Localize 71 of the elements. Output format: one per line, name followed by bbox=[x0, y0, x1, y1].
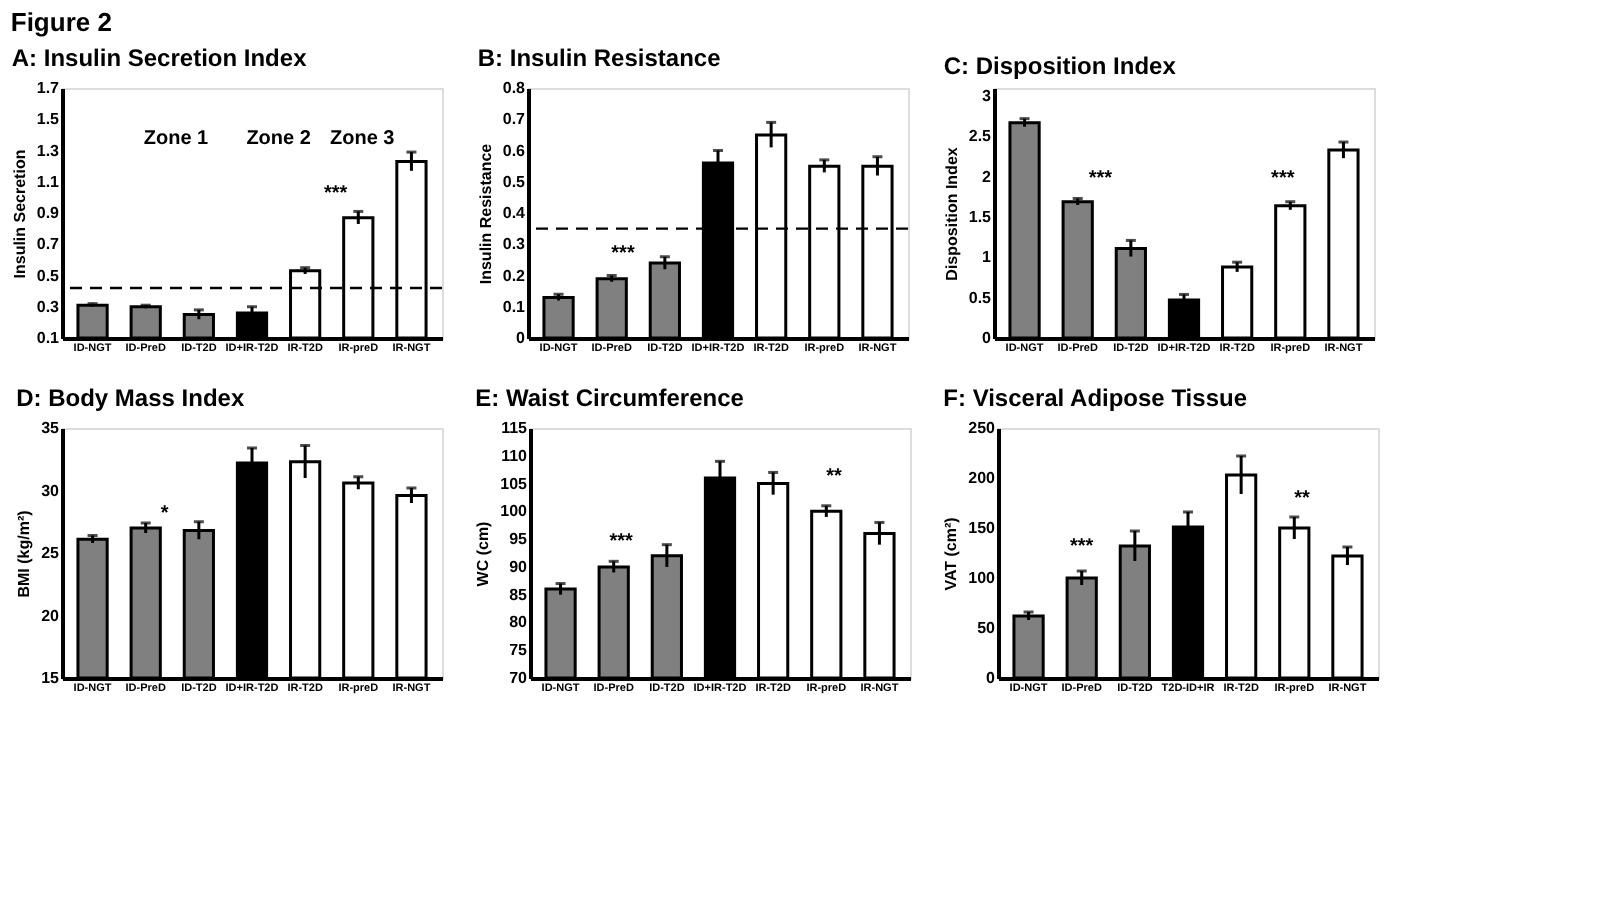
annotation: *** bbox=[611, 243, 635, 265]
y-tick-label: 1 bbox=[982, 248, 993, 267]
y-axis-title: Insulin Secretion bbox=[10, 149, 29, 279]
annotation: *** bbox=[323, 183, 348, 205]
y-tick-label: 150 bbox=[968, 519, 997, 537]
y-tick-label: 0.4 bbox=[502, 204, 527, 222]
y-tick-label: 0.3 bbox=[502, 235, 527, 254]
y-tick-label: 0 bbox=[986, 669, 997, 687]
y-tick-label: 250 bbox=[968, 419, 997, 437]
y-tick-label: 0.2 bbox=[502, 266, 527, 285]
y-tick-label: 85 bbox=[509, 585, 529, 604]
y-tick-label: 80 bbox=[509, 613, 529, 632]
y-tick-label: 0.1 bbox=[502, 297, 527, 316]
annotation: Zone 1 bbox=[143, 128, 210, 150]
y-tick-label: 110 bbox=[501, 446, 529, 465]
y-axis-title: BMI (kg/m²) bbox=[15, 509, 34, 598]
annotation: *** bbox=[1271, 168, 1295, 190]
y-tick-label: 25 bbox=[41, 544, 61, 562]
y-tick-label: 115 bbox=[501, 419, 529, 437]
y-tick-label: 105 bbox=[500, 474, 529, 493]
y-tick-label: 70 bbox=[509, 669, 529, 687]
annotation: * bbox=[160, 503, 169, 525]
y-tick-label: 100 bbox=[500, 502, 529, 521]
y-tick-label: 0.5 bbox=[968, 288, 993, 307]
y-tick-label: 0 bbox=[982, 329, 993, 347]
y-tick-label: 90 bbox=[509, 557, 529, 576]
y-tick-label: 0.5 bbox=[36, 266, 61, 285]
y-tick-label: 1.5 bbox=[36, 110, 61, 129]
annotation: ** bbox=[826, 465, 842, 488]
y-axis-title: Insulin Resistance bbox=[476, 142, 495, 285]
y-tick-label: 2.5 bbox=[968, 127, 993, 146]
annotation: Zone 3 bbox=[329, 128, 396, 150]
y-tick-label: 0.1 bbox=[36, 329, 61, 347]
y-tick-label: 200 bbox=[968, 469, 997, 487]
y-tick-label: 0.7 bbox=[502, 110, 527, 129]
y-tick-label: 3 bbox=[982, 87, 993, 106]
y-tick-label: 2 bbox=[982, 167, 993, 186]
y-tick-label: 0.3 bbox=[36, 297, 61, 316]
y-tick-label: 1.1 bbox=[36, 172, 61, 191]
y-tick-label: 0.5 bbox=[502, 172, 527, 191]
y-tick-label: 15 bbox=[41, 669, 61, 687]
chart-title: B: Insulin Resistance bbox=[477, 44, 722, 72]
y-tick-label: 0.6 bbox=[502, 141, 527, 160]
y-tick-label: 95 bbox=[509, 530, 529, 549]
y-tick-label: 0.9 bbox=[36, 204, 61, 222]
chart-title: D: Body Mass Index bbox=[16, 384, 245, 412]
y-tick-label: 0 bbox=[516, 329, 527, 347]
y-tick-label: 20 bbox=[41, 606, 61, 625]
y-axis-title: WC (cm) bbox=[474, 520, 493, 587]
y-axis-title: VAT (cm²) bbox=[942, 516, 961, 591]
y-tick-label: 1.3 bbox=[36, 141, 61, 160]
chart-title: C: Disposition Index bbox=[943, 52, 1177, 80]
annotation: Zone 2 bbox=[246, 128, 312, 150]
y-tick-label: 35 bbox=[41, 419, 61, 437]
y-tick-label: 30 bbox=[41, 481, 61, 500]
y-axis-title: Disposition Index bbox=[942, 146, 961, 281]
y-tick-label: 1.5 bbox=[968, 208, 993, 227]
y-tick-label: 0.8 bbox=[502, 79, 527, 97]
caption: Figure 2 bbox=[10, 7, 112, 37]
y-tick-label: 1.7 bbox=[36, 79, 61, 97]
y-tick-label: 0.7 bbox=[36, 235, 61, 254]
annotation: *** bbox=[1088, 168, 1113, 190]
y-tick-label: 50 bbox=[977, 619, 997, 637]
chart-title: A: Insulin Secretion Index bbox=[11, 44, 308, 72]
annotation: ** bbox=[1294, 488, 1310, 510]
chart-title: F: Visceral Adipose Tissue bbox=[943, 384, 1248, 412]
y-tick-label: 100 bbox=[968, 569, 997, 587]
chart-title: E: Waist Circumference bbox=[475, 384, 745, 412]
annotation: *** bbox=[609, 530, 634, 553]
annotation: *** bbox=[1069, 535, 1094, 558]
y-tick-label: 75 bbox=[509, 641, 529, 660]
